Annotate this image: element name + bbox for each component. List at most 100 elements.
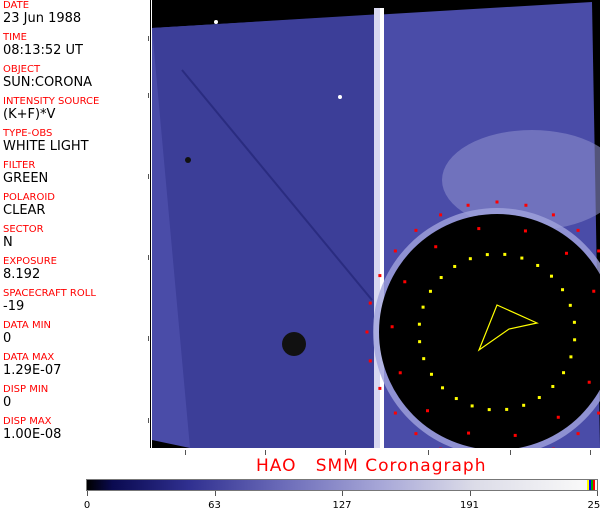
field-label: EXPOSURE [3, 256, 58, 267]
yellow-marker [429, 372, 433, 376]
instrument-title: HAO SMM Coronagraph [256, 456, 487, 476]
yellow-marker [422, 357, 426, 361]
colorbar-tick [87, 491, 88, 496]
field-value: GREEN [3, 171, 49, 186]
field-value: 0 [3, 395, 12, 410]
red-marker [414, 432, 418, 436]
red-marker [368, 359, 372, 363]
field-label: TIME [3, 32, 28, 43]
yellow-marker [441, 386, 445, 390]
yellow-marker [468, 257, 472, 261]
pylon-streak [374, 8, 382, 448]
red-marker [477, 227, 481, 231]
red-marker [495, 200, 499, 204]
red-marker [597, 411, 600, 415]
red-marker [426, 409, 430, 413]
colorbar-tick-label: 127 [332, 500, 352, 511]
colorbar-tick-label: 255 [587, 500, 600, 511]
field-label: SPACECRAFT ROLL [3, 288, 96, 299]
field-value: 8.192 [3, 267, 41, 282]
field-label: OBJECT [3, 64, 41, 75]
yellow-marker [561, 288, 565, 292]
yellow-marker [487, 408, 491, 412]
red-marker [365, 330, 369, 334]
field-value: 0 [3, 331, 12, 346]
yellow-marker [536, 263, 540, 267]
field-label: INTENSITY SOURCE [3, 96, 100, 107]
field-value: SUN:CORONA [3, 75, 93, 90]
yellow-marker [505, 407, 509, 411]
field-value: -19 [3, 299, 25, 314]
red-marker [467, 431, 471, 435]
colorbar-tick [342, 491, 343, 496]
colorbar-tick-label: 191 [459, 500, 480, 511]
yellow-marker [573, 338, 577, 342]
field-label: POLAROID [3, 192, 56, 203]
yellow-marker [485, 253, 489, 257]
colorbar-tick [597, 491, 598, 496]
field-label: SECTOR [3, 224, 44, 235]
field-label: DATE [3, 0, 30, 11]
yellow-marker [537, 396, 541, 400]
yellow-marker [418, 340, 422, 344]
yellow-marker [568, 303, 572, 307]
yellow-marker [572, 320, 576, 324]
yellow-marker [470, 404, 474, 408]
occulter-disk [379, 214, 600, 448]
yellow-marker [569, 355, 573, 359]
red-marker [390, 325, 394, 329]
yellow-marker [453, 264, 457, 268]
red-marker [378, 386, 382, 390]
red-marker [434, 245, 438, 249]
header-info-panel: DATE 23 Jun 1988 TIME 08:13:52 UT OBJECT SUN:… [0, 0, 151, 448]
field-value: (K+F)*V [3, 107, 56, 122]
field-label: DISP MAX [3, 416, 52, 427]
red-marker [466, 203, 470, 207]
red-marker [523, 229, 527, 233]
yellow-marker [522, 403, 526, 407]
red-marker [551, 213, 555, 217]
yellow-marker [454, 397, 458, 401]
field-label: DATA MAX [3, 352, 55, 363]
red-marker [564, 251, 568, 255]
red-marker [513, 433, 517, 437]
marker-dots [365, 200, 600, 448]
red-marker [556, 415, 560, 419]
field-value: CLEAR [3, 203, 46, 218]
red-marker [597, 249, 600, 253]
colorbar [86, 479, 598, 491]
yellow-marker [439, 276, 443, 280]
field-label: TYPE-OBS [3, 128, 53, 139]
yellow-marker [421, 305, 425, 309]
sun-outline [477, 304, 539, 352]
yellow-marker [503, 252, 507, 256]
field-value: 1.29E-07 [3, 363, 62, 378]
red-marker [403, 280, 407, 284]
field-value: 23 Jun 1988 [3, 11, 82, 26]
yellow-marker [428, 289, 432, 293]
red-marker [398, 371, 402, 375]
colorbar-tick-label: 63 [208, 500, 221, 511]
red-marker [378, 274, 382, 278]
red-marker [414, 228, 418, 232]
red-marker [439, 213, 443, 217]
field-label: FILTER [3, 160, 36, 171]
field-label: DISP MIN [3, 384, 49, 395]
red-marker [393, 249, 397, 253]
red-marker [592, 289, 596, 293]
red-marker [576, 228, 580, 232]
red-marker [368, 301, 372, 305]
field-value: 1.00E-08 [3, 427, 62, 442]
red-marker [587, 380, 591, 384]
field-value: 08:13:52 UT [3, 43, 83, 58]
yellow-marker [562, 371, 566, 375]
yellow-marker [520, 256, 524, 260]
coronagraph-image [152, 0, 600, 448]
colorbar-tick-label: 0 [83, 500, 91, 511]
colorbar-tick [214, 491, 216, 496]
red-marker [576, 432, 580, 436]
field-value: N [3, 235, 13, 250]
red-marker [524, 203, 528, 207]
colorbar-tick [469, 491, 471, 496]
red-marker [393, 411, 397, 415]
